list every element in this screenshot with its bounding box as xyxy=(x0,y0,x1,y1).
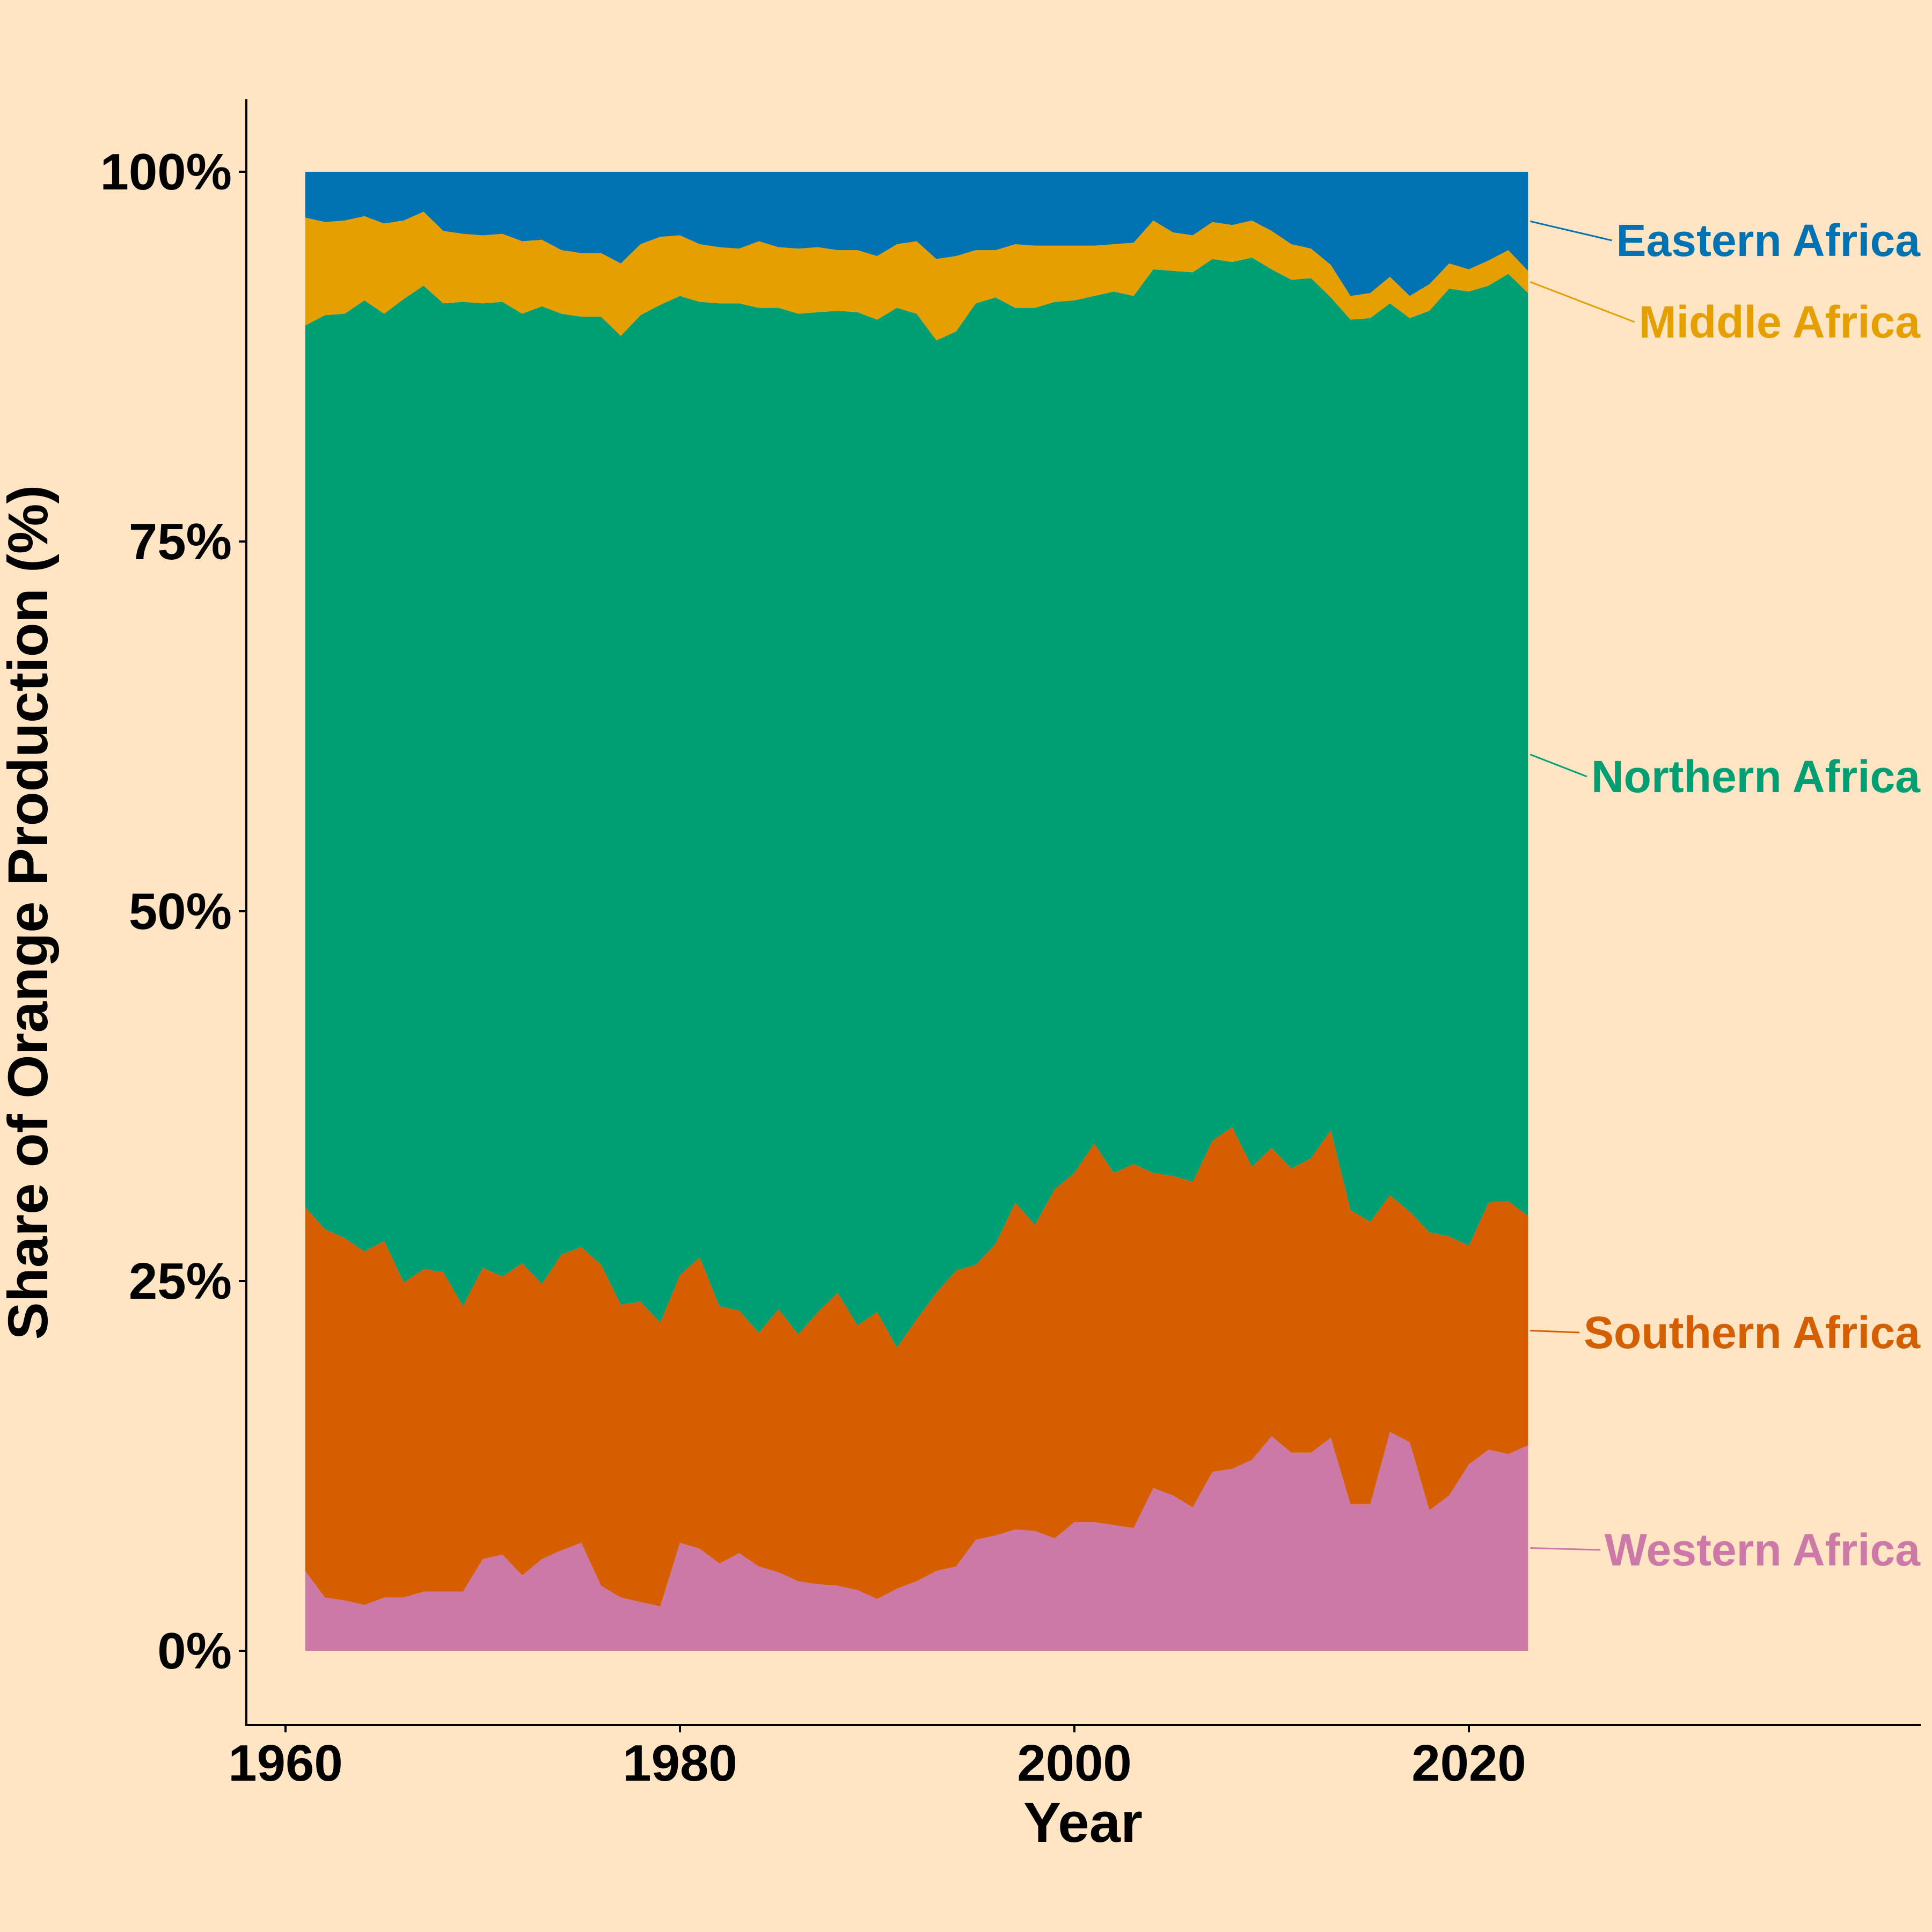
label-connector-western-africa xyxy=(1530,1547,1600,1551)
x-axis-title: Year xyxy=(1023,1791,1143,1854)
x-tick-label: 1980 xyxy=(623,1735,737,1792)
label-eastern-africa: Eastern Africa xyxy=(1616,215,1921,266)
label-western-africa: Western Africa xyxy=(1605,1525,1921,1575)
y-tick-label: 25% xyxy=(129,1253,232,1310)
label-northern-africa: Northern Africa xyxy=(1591,751,1921,802)
label-connector-eastern-africa xyxy=(1529,220,1612,241)
x-tick-label: 1960 xyxy=(228,1735,343,1792)
area-southern-africa xyxy=(305,1127,1528,1607)
label-middle-africa: Middle Africa xyxy=(1639,297,1921,347)
area-middle-africa xyxy=(305,211,1528,341)
x-ticks: 1960 1980 2000 2020 xyxy=(228,1725,1526,1792)
y-tick-label: 0% xyxy=(157,1622,232,1680)
y-ticks: 0% 25% 50% 75% 100% xyxy=(100,143,246,1680)
y-tick-label: 50% xyxy=(129,883,232,940)
label-connector-southern-africa xyxy=(1530,1329,1580,1334)
label-connector-middle-africa xyxy=(1529,281,1635,323)
stacked-areas xyxy=(305,172,1528,1651)
label-connector-northern-africa xyxy=(1529,753,1587,778)
label-southern-africa: Southern Africa xyxy=(1584,1307,1921,1358)
area-western-africa xyxy=(305,1432,1528,1651)
area-eastern-africa xyxy=(305,172,1528,296)
series-labels: Western Africa Southern Africa Northern Af… xyxy=(1529,215,1921,1575)
area-northern-africa xyxy=(305,258,1528,1348)
y-tick-label: 100% xyxy=(100,143,232,201)
y-axis-title: Share of Orange Production (%) xyxy=(0,485,60,1340)
y-tick-label: 75% xyxy=(129,513,232,570)
x-tick-label: 2020 xyxy=(1411,1735,1526,1792)
x-tick-label: 2000 xyxy=(1017,1735,1132,1792)
